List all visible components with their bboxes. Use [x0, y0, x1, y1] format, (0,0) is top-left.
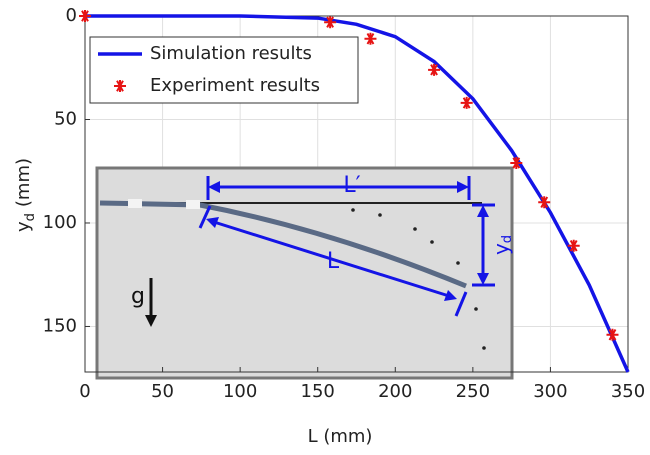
photo-frame [95, 166, 514, 380]
inset-label: yd [489, 235, 515, 255]
y-tick-label: 150 [43, 315, 77, 336]
y-axis-label: yd (mm) [13, 158, 38, 232]
clamp [186, 200, 200, 209]
y-axis-label-sub: d [23, 213, 38, 221]
legend-label: Experiment results [150, 75, 320, 96]
x-tick-label: 100 [223, 381, 257, 402]
inset-label-main: y [489, 243, 513, 255]
marker [79, 10, 91, 22]
marker [606, 328, 619, 341]
gravity-arrow-head [145, 315, 157, 327]
marker [324, 16, 337, 29]
line [85, 14, 630, 373]
marker [538, 196, 551, 209]
x-axis-label: L (mm) [308, 426, 373, 447]
legend-label: Simulation results [150, 43, 312, 64]
foreground: 0 50 100 150 200 250 300 350 0 50 100 150 Simulation… [43, 5, 646, 402]
legend-box [89, 36, 359, 104]
x-tick-label: 150 [301, 381, 335, 402]
marker [567, 239, 580, 252]
marker [460, 96, 473, 109]
inset-label-sub: d [500, 235, 515, 243]
x-tick-label: 0 [79, 381, 90, 402]
clamp [128, 199, 142, 208]
inset-label: g [131, 284, 145, 309]
dimension-arrows [198, 176, 495, 317]
inset-label: L′ [343, 173, 360, 198]
y-tick-label: 0 [66, 5, 77, 26]
x-tick-label: 300 [533, 381, 567, 402]
y-axis-label-main: y [13, 221, 34, 232]
x-tick-label: 250 [456, 381, 490, 402]
marker [114, 80, 126, 92]
x-tick-label: 350 [611, 381, 645, 402]
inset-label: L [327, 249, 340, 274]
y-axis-label-unit: (mm) [13, 158, 34, 207]
trace-dots [351, 208, 486, 350]
marker [510, 156, 523, 169]
plot-frame [84, 15, 629, 373]
marker [428, 63, 441, 76]
y-tick-label: 100 [43, 212, 77, 233]
y-tick-label: 50 [54, 108, 77, 129]
inset-photo: L′ L g yd [95, 166, 515, 380]
x-tick-label: 200 [378, 381, 412, 402]
rod [99, 200, 467, 289]
x-tick-label: 50 [151, 381, 174, 402]
marker [364, 32, 377, 45]
